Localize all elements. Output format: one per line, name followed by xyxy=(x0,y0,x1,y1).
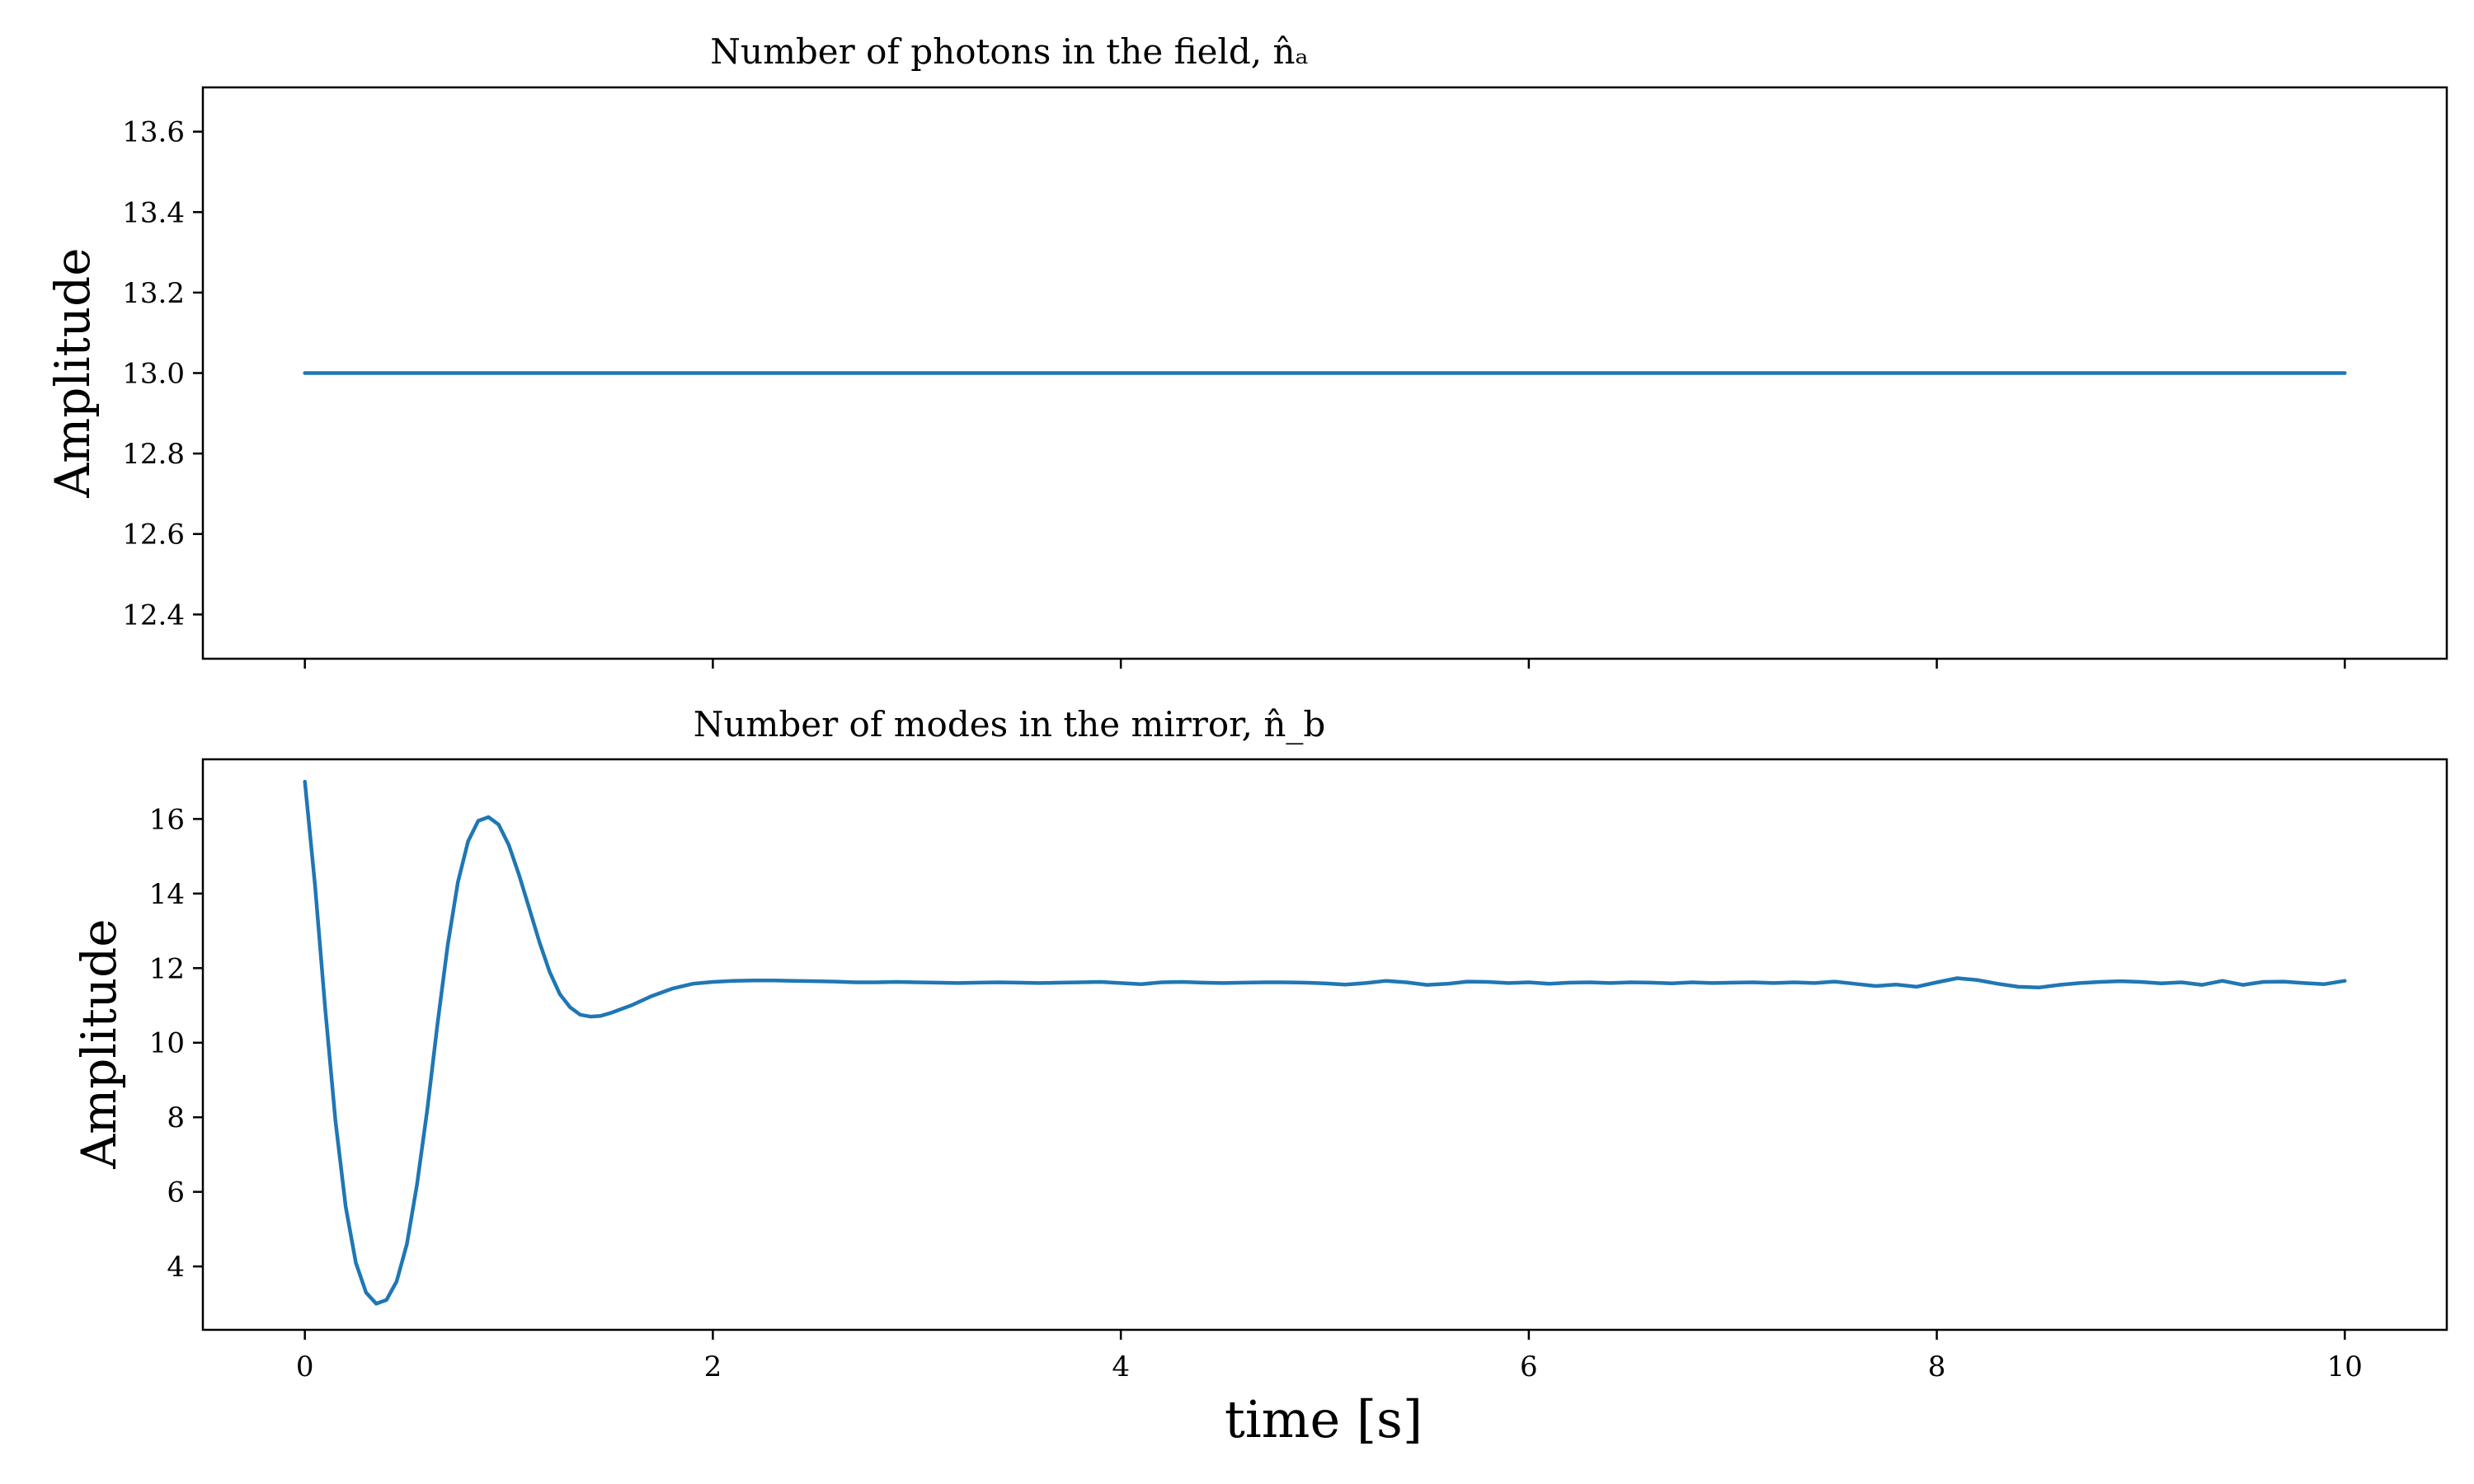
mirror-modes-xtick-label: 10 xyxy=(2327,1350,2363,1383)
mirror-modes-ytick-label: 6 xyxy=(167,1176,185,1209)
photons-ytick-label: 13.0 xyxy=(122,358,185,391)
mirror-modes-ytick-label: 8 xyxy=(167,1101,185,1134)
x-axis-label: time [s] xyxy=(1225,1389,1423,1449)
mirror-modes-xtick-label: 4 xyxy=(1112,1350,1130,1383)
photons-ytick-label: 13.6 xyxy=(122,116,185,149)
mirror-modes-plot-frame xyxy=(201,758,2448,1331)
mirror-modes-ytick-label: 12 xyxy=(149,952,185,985)
photons-ytick-label: 13.4 xyxy=(122,196,185,229)
photons-ytick-label: 12.8 xyxy=(122,438,185,471)
photons-plot-frame xyxy=(201,86,2448,660)
mirror-modes-ytick-label: 10 xyxy=(149,1027,185,1060)
mirror-modes-ytick-label: 16 xyxy=(149,803,185,836)
mirror-modes-ytick-label: 4 xyxy=(167,1251,185,1284)
photons-panel-title: Number of photons in the field, n̂ₐ xyxy=(710,31,1308,72)
mirror-modes-panel-ylabel: Amplitude xyxy=(71,918,127,1169)
mirror-modes-series-line xyxy=(303,779,2347,1306)
photons-ytick-label: 13.2 xyxy=(122,277,185,310)
mirror-modes-xtick-label: 0 xyxy=(296,1350,314,1383)
photons-panel: Number of photons in the field, n̂ₐ Ampl… xyxy=(45,31,2448,669)
photons-panel-ylabel: Amplitude xyxy=(45,247,101,498)
mirror-modes-xtick-label: 2 xyxy=(704,1350,722,1383)
mirror-modes-panel-title: Number of modes in the mirror, n̂_b xyxy=(694,704,1326,744)
photons-ytick-label: 12.6 xyxy=(122,519,185,552)
mirror-modes-ytick-label: 14 xyxy=(149,878,185,911)
mirror-modes-panel: Number of modes in the mirror, n̂_b Ampl… xyxy=(71,704,2448,1449)
photons-ytick-label: 12.4 xyxy=(122,599,185,632)
mirror-modes-xtick-label: 8 xyxy=(1928,1350,1946,1383)
mirror-modes-xtick-label: 6 xyxy=(1520,1350,1538,1383)
